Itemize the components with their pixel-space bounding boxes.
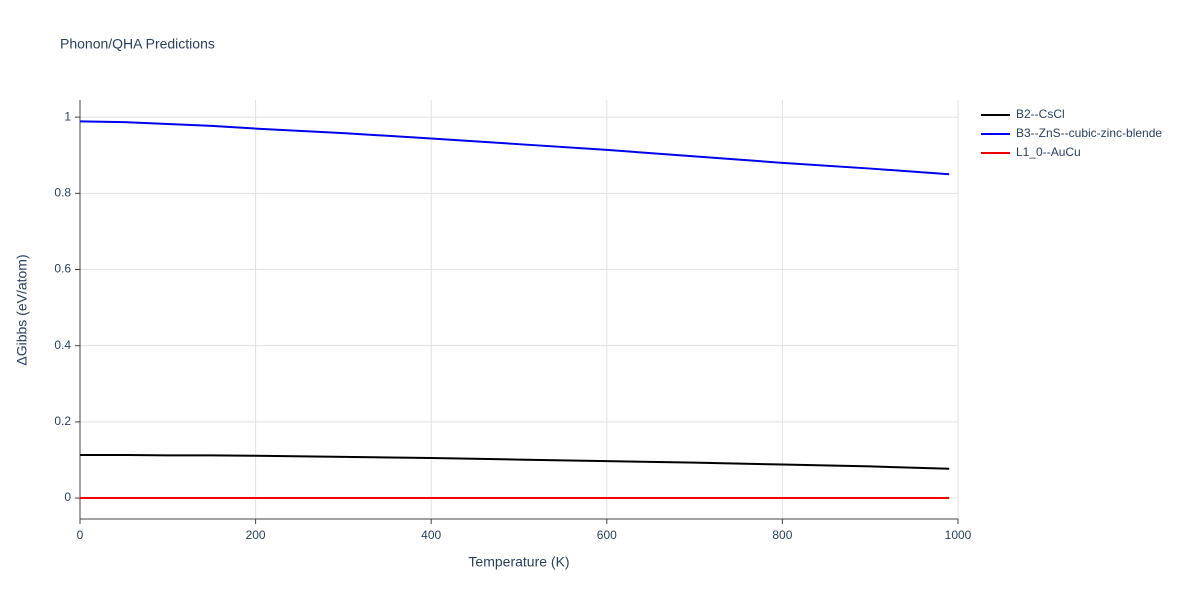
y-tick-label: 0.2 [54, 414, 71, 428]
y-tick-label: 0.8 [54, 185, 71, 199]
x-tick-label: 1000 [945, 528, 972, 542]
x-tick-label: 0 [77, 528, 84, 542]
x-tick-label: 600 [597, 528, 617, 542]
legend-label: B3--ZnS--cubic-zinc-blende [1016, 126, 1162, 140]
x-tick-label: 800 [772, 528, 792, 542]
x-tick-label: 200 [246, 528, 266, 542]
chart-title: Phonon/QHA Predictions [60, 36, 215, 52]
x-tick-label: 400 [421, 528, 441, 542]
legend-label: L1_0--AuCu [1016, 145, 1081, 159]
x-axis-label: Temperature (K) [468, 554, 569, 570]
y-tick-label: 0.6 [54, 262, 71, 276]
y-tick-label: 0.4 [54, 338, 71, 352]
series-line [80, 454, 950, 470]
series-line [79, 120, 950, 176]
y-tick-label: 0 [64, 490, 71, 504]
legend-label: B2--CsCl [1016, 107, 1065, 121]
y-tick-label: 1 [64, 109, 71, 123]
y-axis-label: ΔGibbs (eV/atom) [14, 254, 30, 365]
